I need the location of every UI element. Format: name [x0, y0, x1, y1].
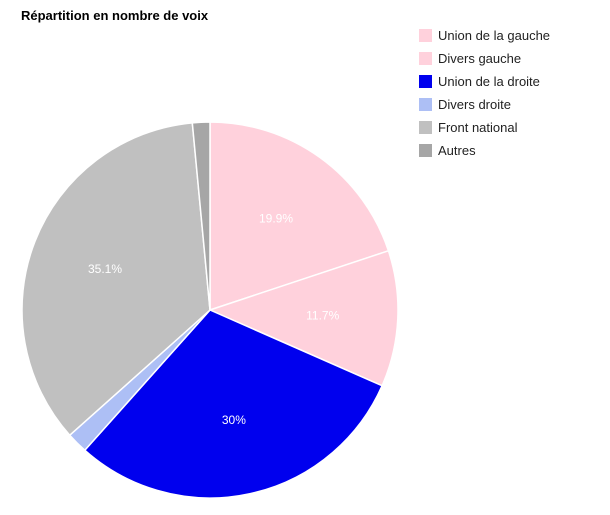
legend-swatch	[419, 121, 432, 134]
chart-title: Répartition en nombre de voix	[21, 8, 209, 23]
legend-label: Divers gauche	[438, 51, 522, 66]
legend-label: Autres	[438, 143, 476, 158]
pie-slice-divers-gauche	[207, 249, 399, 387]
pie-slices	[21, 121, 399, 499]
legend-label: Union de la droite	[438, 74, 540, 89]
legend-swatch	[419, 52, 432, 65]
legend-item-union-de-la-droite: Union de la droite	[419, 70, 550, 93]
pie-slice-labels: 19.9% 11.7% 30% 35.1%	[88, 212, 340, 428]
legend-swatch	[419, 29, 432, 42]
legend-label: Divers droite	[438, 97, 511, 112]
legend-label: Front national	[438, 120, 518, 135]
legend-swatch	[419, 98, 432, 111]
legend-item-autres: Autres	[419, 139, 550, 162]
legend-item-front-national: Front national	[419, 116, 550, 139]
pie-slice-union-de-la-gauche	[209, 121, 390, 312]
legend-item-divers-gauche: Divers gauche	[419, 47, 550, 70]
legend: Union de la gauche Divers gauche Union de …	[419, 24, 550, 162]
legend-swatch	[419, 144, 432, 157]
pie-slice-front-national	[21, 122, 211, 437]
slice-label-divers-gauche: 11.7%	[306, 308, 339, 322]
pie-slice-autres	[191, 121, 211, 311]
slice-label-union-de-la-gauche: 19.9%	[259, 212, 293, 226]
slice-label-front-national: 35.1%	[88, 262, 122, 276]
pie-slice-union-de-la-droite	[83, 309, 384, 499]
legend-item-divers-droite: Divers droite	[419, 93, 550, 116]
legend-swatch	[419, 75, 432, 88]
legend-label: Union de la gauche	[438, 28, 551, 43]
slice-label-union-de-la-droite: 30%	[222, 413, 246, 427]
legend-item-union-de-la-gauche: Union de la gauche	[419, 24, 550, 47]
